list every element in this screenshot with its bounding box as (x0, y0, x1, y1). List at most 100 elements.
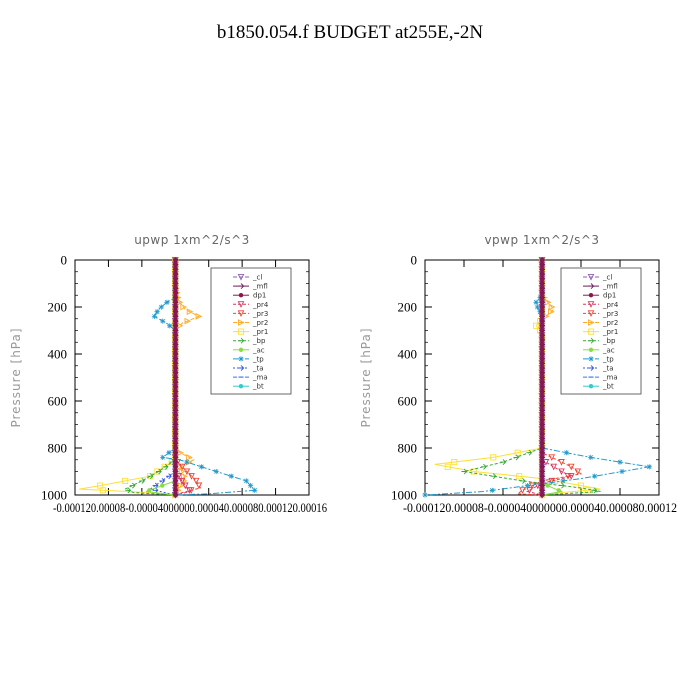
data-marker (228, 473, 234, 479)
data-marker (173, 300, 178, 305)
data-marker (451, 459, 458, 466)
data-marker (173, 483, 178, 488)
y-tick-label: 200 (398, 300, 418, 315)
data-marker (539, 318, 545, 324)
panel-title: vpwp 1xm^2/s^3 (484, 233, 599, 247)
legend-entry: _mfl (583, 283, 618, 291)
data-marker (539, 257, 545, 263)
data-marker (173, 394, 178, 399)
data-marker (539, 408, 545, 413)
data-marker (173, 431, 178, 437)
y-tick-label: 400 (398, 347, 418, 362)
data-marker (558, 482, 565, 489)
legend-marker (588, 283, 595, 290)
data-marker (513, 454, 520, 461)
legend-label: _bp (602, 337, 616, 345)
data-marker (539, 455, 545, 460)
legend-label: _pr2 (602, 319, 618, 327)
data-marker (173, 271, 178, 277)
data-marker (519, 477, 526, 484)
data-marker (539, 337, 545, 343)
data-marker (173, 375, 178, 380)
data-marker (539, 262, 545, 267)
data-marker (539, 328, 545, 333)
legend-entry: dp1 (583, 292, 616, 300)
data-marker (173, 488, 178, 493)
data-marker (539, 445, 545, 451)
data-marker (539, 441, 545, 446)
data-marker (173, 441, 178, 446)
series-line (516, 260, 583, 496)
data-marker (516, 473, 523, 480)
data-marker (122, 477, 129, 484)
legend-marker (238, 347, 244, 352)
legend-marker (238, 365, 245, 371)
legend-marker (588, 293, 594, 298)
series-line (79, 260, 176, 496)
data-marker (173, 412, 178, 418)
legend-box (560, 267, 642, 395)
panel-title: upwp 1xm^2/s^3 (134, 233, 250, 247)
data-marker (173, 257, 178, 263)
y-axis-label: Pressure [hPa] (359, 327, 373, 427)
data-marker (154, 309, 160, 315)
legend-entry: _pr2 (583, 319, 618, 327)
legend-entry: _pr1 (583, 328, 618, 336)
legend-entry: _ma (233, 374, 268, 382)
legend-entry: _tp (233, 355, 264, 363)
chart-panel-2: vpwp 1xm^2/s^3 Pressure [hPa] 0 200 400 600 80… (359, 233, 677, 515)
legend-marker (588, 365, 595, 371)
data-marker (470, 468, 477, 475)
data-marker (550, 463, 558, 471)
legend-box (210, 267, 292, 395)
data-marker (526, 487, 533, 494)
data-marker (173, 328, 178, 333)
data-marker (129, 482, 136, 489)
data-marker (185, 487, 193, 494)
data-marker (139, 477, 146, 484)
data-marker (173, 276, 178, 281)
legend-entry: _bp (583, 337, 616, 345)
legend-marker (587, 310, 595, 318)
data-marker (159, 477, 166, 484)
legend-entry: _ac (583, 346, 615, 354)
data-marker (617, 459, 623, 465)
legend-entry: _ta (583, 365, 614, 373)
data-marker (548, 308, 555, 316)
legend-entry: _pr3 (233, 310, 268, 318)
data-marker (539, 450, 545, 455)
data-marker (567, 463, 575, 471)
data-marker (574, 468, 582, 476)
data-marker (539, 427, 545, 432)
data-marker (556, 488, 561, 493)
data-marker (592, 473, 598, 479)
legend-entry: _ma (583, 374, 618, 382)
data-marker (588, 454, 594, 460)
data-marker (539, 398, 545, 404)
y-tick-label: 1000 (391, 488, 417, 503)
data-marker (619, 468, 625, 475)
chart-panel-1: upwp 1xm^2/s^3 Pressure [hPa] 0 200 400 600 80… (9, 233, 327, 515)
data-marker (490, 454, 497, 461)
data-marker (539, 469, 545, 474)
legend-label: _ma (252, 374, 268, 382)
data-marker (164, 299, 170, 305)
series-dp1 (173, 257, 178, 498)
legend-marker (237, 310, 245, 318)
legend-label: _mfl (252, 283, 268, 291)
data-marker (183, 468, 191, 476)
data-marker (539, 271, 545, 277)
data-marker (500, 459, 507, 466)
legend-entry: _ac (233, 346, 265, 354)
data-marker (526, 449, 533, 456)
legend-label: _pr4 (252, 301, 269, 309)
data-marker (545, 483, 550, 488)
data-marker (125, 487, 132, 494)
data-marker (188, 473, 195, 480)
data-marker (560, 478, 566, 484)
legend-label: dp1 (253, 292, 266, 300)
legend-marker (238, 337, 245, 344)
legend-entry: dp1 (233, 292, 266, 300)
data-marker (158, 304, 164, 310)
